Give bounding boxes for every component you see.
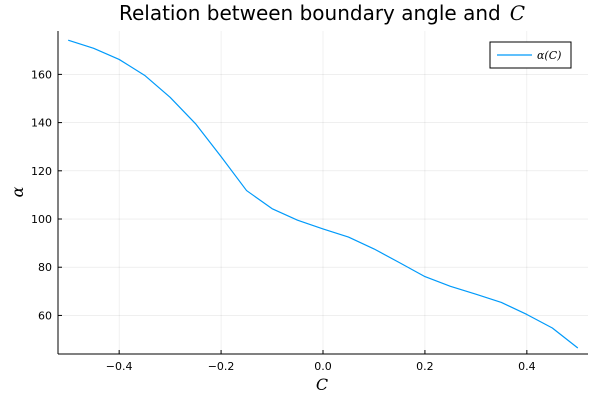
y-tick-label: 140 (31, 117, 52, 130)
chart-title-math: C (510, 1, 525, 25)
legend-entry-label: α(C) (537, 49, 561, 62)
y-axis-label: α (8, 186, 27, 197)
x-tick-label: −0.4 (106, 360, 133, 373)
grid (58, 31, 588, 354)
x-ticks: −0.4 −0.2 0.0 0.2 0.4 (106, 350, 536, 373)
x-tick-label: −0.2 (208, 360, 235, 373)
y-tick-label: 100 (31, 213, 52, 226)
legend: α(C) (489, 41, 572, 69)
y-tick-label: 120 (31, 165, 52, 178)
y-tick-label: 80 (38, 261, 52, 274)
x-tick-label: 0.0 (314, 360, 332, 373)
y-tick-label: 160 (31, 68, 52, 81)
series (68, 39, 579, 349)
series-line (68, 39, 579, 349)
x-axis-label: C (316, 375, 328, 394)
y-ticks: 60 80 100 120 140 160 (31, 68, 62, 322)
y-tick-label: 60 (38, 309, 52, 322)
x-tick-label: 0.2 (416, 360, 434, 373)
chart-title: Relation between boundary angle and C (119, 1, 525, 25)
x-tick-label: 0.4 (518, 360, 536, 373)
chart-title-text: Relation between boundary angle and (119, 1, 501, 25)
